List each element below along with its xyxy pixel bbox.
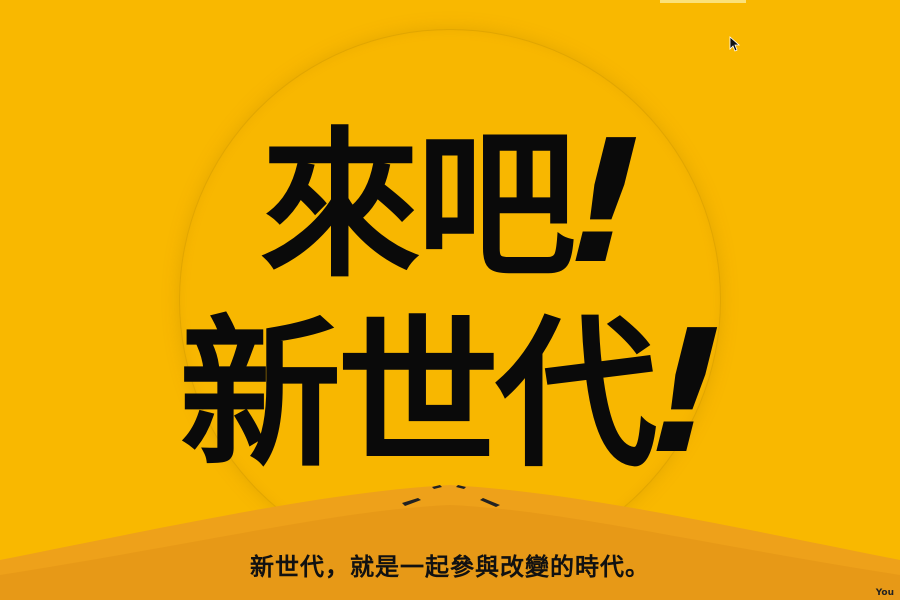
sun-circle <box>180 30 720 570</box>
top-bar-strip <box>660 0 746 3</box>
watermark: You <box>875 588 894 598</box>
tagline: 新世代，就是一起參與改變的時代。 <box>250 553 650 581</box>
headline-line-2: 新世代! <box>179 294 746 492</box>
mouse-pointer-icon <box>729 36 741 52</box>
headline-line-1: 來吧! <box>260 104 665 302</box>
road-lane-marks <box>402 485 500 507</box>
